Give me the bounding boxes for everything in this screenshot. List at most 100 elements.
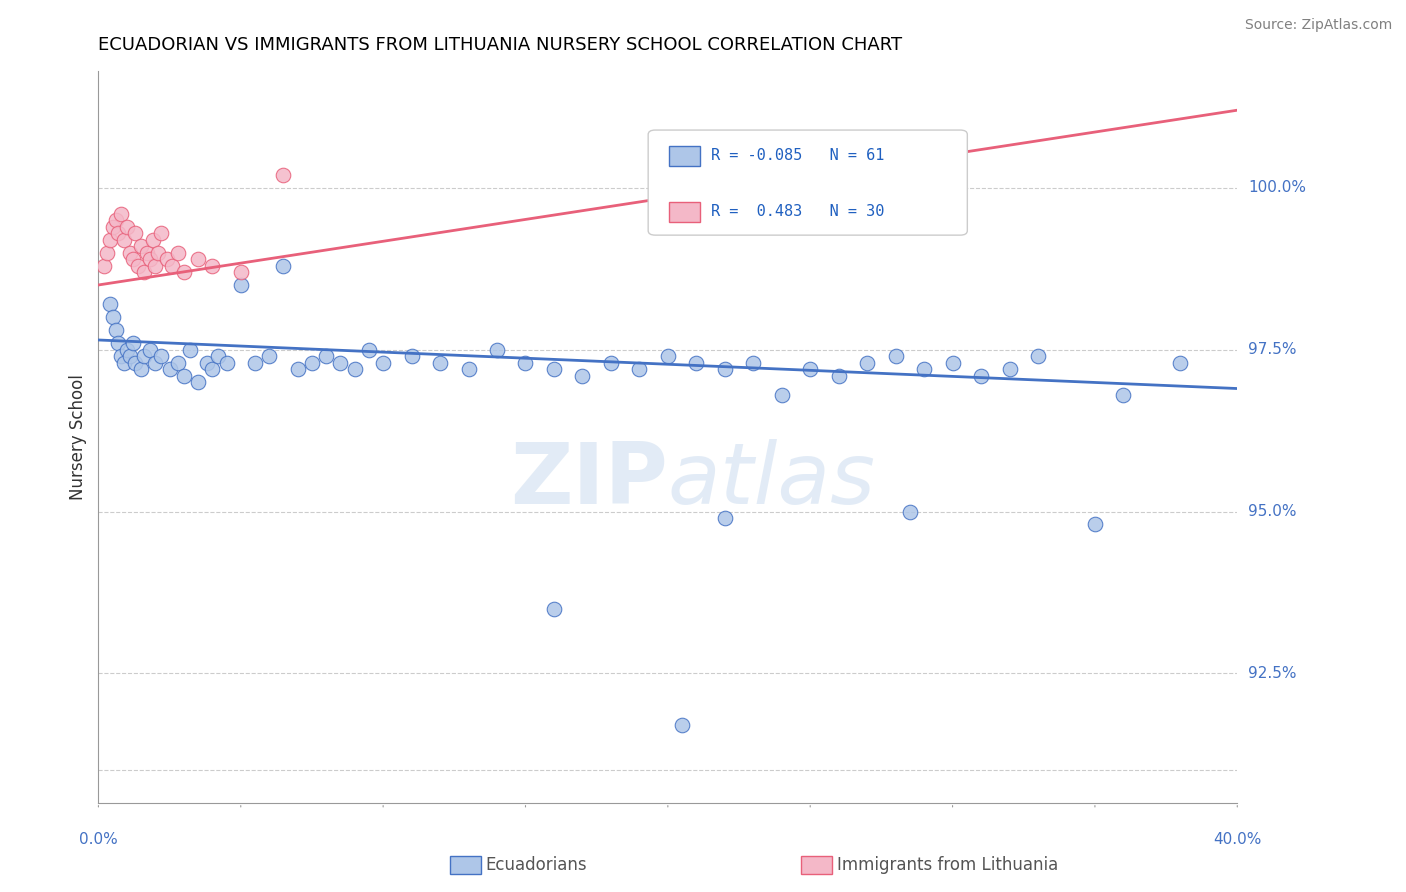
Point — [1026, 349, 1049, 363]
Point — [543, 601, 565, 615]
Point — [870, 161, 893, 176]
Point — [101, 310, 124, 325]
Point — [898, 504, 921, 518]
Point — [301, 356, 323, 370]
Point — [486, 343, 509, 357]
Point — [201, 362, 224, 376]
Point — [187, 375, 209, 389]
Text: ECUADORIAN VS IMMIGRANTS FROM LITHUANIA NURSERY SCHOOL CORRELATION CHART: ECUADORIAN VS IMMIGRANTS FROM LITHUANIA … — [98, 36, 903, 54]
Y-axis label: Nursery School: Nursery School — [69, 374, 87, 500]
Point — [124, 226, 146, 240]
Point — [104, 213, 127, 227]
Point — [998, 362, 1021, 376]
Point — [287, 362, 309, 376]
Point — [856, 356, 879, 370]
Point — [115, 219, 138, 234]
Point — [98, 233, 121, 247]
Point — [121, 336, 143, 351]
Point — [671, 718, 693, 732]
Text: Immigrants from Lithuania: Immigrants from Lithuania — [837, 856, 1057, 874]
Point — [138, 252, 160, 266]
Text: Source: ZipAtlas.com: Source: ZipAtlas.com — [1244, 18, 1392, 32]
Point — [135, 245, 157, 260]
Point — [970, 368, 993, 383]
Text: 95.0%: 95.0% — [1249, 504, 1296, 519]
Point — [141, 233, 163, 247]
Point — [714, 362, 737, 376]
Point — [167, 356, 190, 370]
Point — [98, 297, 121, 311]
Point — [942, 356, 965, 370]
Point — [121, 252, 143, 266]
Point — [129, 362, 152, 376]
Point — [112, 356, 135, 370]
Point — [127, 259, 149, 273]
Point — [132, 265, 155, 279]
Text: R =  0.483   N = 30: R = 0.483 N = 30 — [711, 204, 884, 219]
Point — [515, 356, 537, 370]
Point — [107, 226, 129, 240]
Point — [329, 356, 352, 370]
Point — [315, 349, 337, 363]
Point — [115, 343, 138, 357]
Point — [259, 349, 281, 363]
Point — [124, 356, 146, 370]
Text: 0.0%: 0.0% — [79, 832, 118, 847]
Point — [107, 336, 129, 351]
Text: 100.0%: 100.0% — [1249, 180, 1306, 195]
Point — [357, 343, 380, 357]
Point — [173, 265, 195, 279]
Point — [159, 362, 181, 376]
Point — [1170, 356, 1192, 370]
Text: R = -0.085   N = 61: R = -0.085 N = 61 — [711, 148, 884, 163]
Point — [138, 343, 160, 357]
Point — [770, 388, 793, 402]
Text: ZIP: ZIP — [510, 440, 668, 523]
Point — [118, 245, 141, 260]
Point — [343, 362, 366, 376]
Point — [156, 252, 179, 266]
Text: Ecuadorians: Ecuadorians — [485, 856, 586, 874]
Point — [457, 362, 479, 376]
Point — [207, 349, 229, 363]
Point — [195, 356, 218, 370]
Point — [628, 362, 651, 376]
Point — [273, 168, 295, 182]
Point — [201, 259, 224, 273]
Point — [685, 356, 707, 370]
Point — [93, 259, 115, 273]
Point — [129, 239, 152, 253]
Point — [162, 259, 184, 273]
Point — [145, 259, 167, 273]
Text: 97.5%: 97.5% — [1249, 343, 1296, 357]
Point — [179, 343, 201, 357]
Point — [112, 233, 135, 247]
Point — [742, 356, 765, 370]
Point — [1084, 517, 1107, 532]
Point — [132, 349, 155, 363]
Point — [148, 245, 170, 260]
Point — [799, 362, 821, 376]
Point — [401, 349, 423, 363]
Point — [657, 349, 679, 363]
Point — [543, 362, 565, 376]
Point — [110, 207, 132, 221]
Point — [600, 356, 623, 370]
Point — [371, 356, 394, 370]
Point — [571, 368, 593, 383]
Point — [110, 349, 132, 363]
Text: atlas: atlas — [668, 440, 876, 523]
Point — [215, 356, 238, 370]
Point — [243, 356, 266, 370]
Point — [229, 265, 252, 279]
Point — [145, 356, 167, 370]
Point — [150, 226, 173, 240]
Point — [118, 349, 141, 363]
Point — [229, 277, 252, 292]
Point — [714, 511, 737, 525]
Point — [96, 245, 118, 260]
Point — [1112, 388, 1135, 402]
Point — [187, 252, 209, 266]
Point — [828, 368, 851, 383]
Point — [912, 362, 935, 376]
